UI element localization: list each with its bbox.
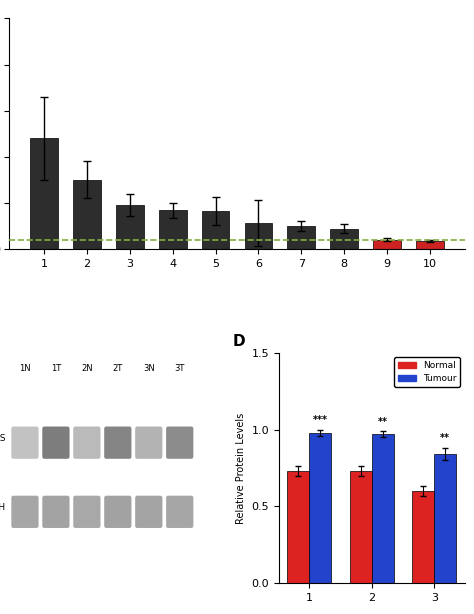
Bar <box>416 241 444 249</box>
Text: ***: *** <box>312 415 328 425</box>
Bar <box>434 454 456 583</box>
Bar <box>309 433 331 583</box>
Bar <box>30 138 58 249</box>
Text: PAICS: PAICS <box>0 433 6 443</box>
Bar <box>373 239 401 249</box>
FancyBboxPatch shape <box>135 427 163 459</box>
Bar <box>330 228 358 249</box>
Text: 2T: 2T <box>113 364 123 373</box>
FancyBboxPatch shape <box>104 427 131 459</box>
Text: 1T: 1T <box>51 364 61 373</box>
Bar <box>287 471 309 583</box>
Bar <box>116 204 144 249</box>
Bar <box>412 491 434 583</box>
Text: D: D <box>232 334 245 349</box>
Bar <box>201 211 229 249</box>
FancyBboxPatch shape <box>135 495 163 528</box>
Text: GAPDH: GAPDH <box>0 503 6 511</box>
Bar <box>73 180 101 249</box>
FancyBboxPatch shape <box>166 495 193 528</box>
Text: **: ** <box>378 416 388 427</box>
FancyBboxPatch shape <box>104 495 131 528</box>
Bar <box>287 226 315 249</box>
Text: 3N: 3N <box>143 364 155 373</box>
Bar <box>245 223 273 249</box>
Text: **: ** <box>440 433 450 443</box>
FancyBboxPatch shape <box>42 495 70 528</box>
Text: 1N: 1N <box>19 364 31 373</box>
Bar <box>372 434 393 583</box>
FancyBboxPatch shape <box>73 427 100 459</box>
Text: 3T: 3T <box>174 364 185 373</box>
Y-axis label: Relative Protein Levels: Relative Protein Levels <box>236 413 246 524</box>
FancyBboxPatch shape <box>11 427 38 459</box>
Bar <box>350 471 372 583</box>
Bar <box>159 210 187 249</box>
FancyBboxPatch shape <box>166 427 193 459</box>
FancyBboxPatch shape <box>42 427 70 459</box>
FancyBboxPatch shape <box>73 495 100 528</box>
FancyBboxPatch shape <box>11 495 38 528</box>
Text: 2N: 2N <box>81 364 93 373</box>
Legend: Normal, Tumour: Normal, Tumour <box>394 357 460 387</box>
